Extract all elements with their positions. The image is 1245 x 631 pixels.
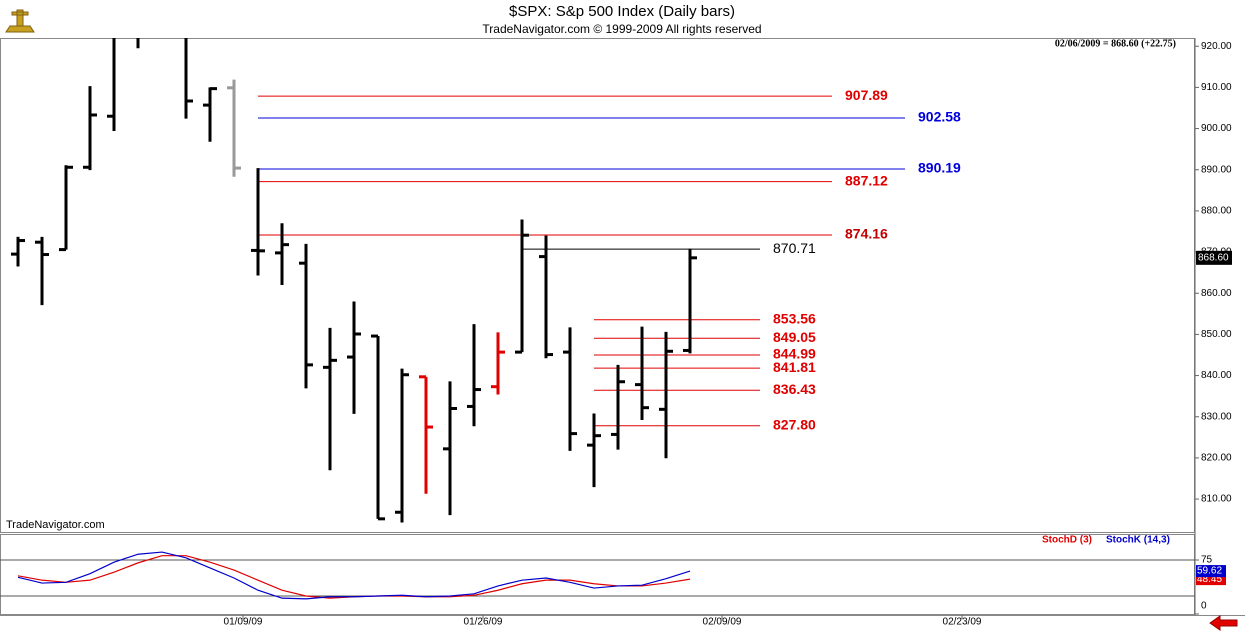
x-tick-label: 01/26/09 xyxy=(464,617,503,628)
y-tick-label: 830.00 xyxy=(1201,411,1232,422)
chart-title: $SPX: S&p 500 Index (Daily bars) xyxy=(509,3,735,20)
value-box-label: 59.62 xyxy=(1197,566,1222,577)
level-label: 874.16 xyxy=(845,226,888,242)
legend-entry: StochK (14,3) xyxy=(1106,535,1170,546)
y-tick-label: 850.00 xyxy=(1201,329,1232,340)
level-label: 841.81 xyxy=(773,359,816,375)
value-box xyxy=(1196,565,1226,578)
level-label: 887.12 xyxy=(845,172,888,188)
level-label: 827.80 xyxy=(773,416,816,432)
y-tick-label: 820.00 xyxy=(1201,453,1232,464)
arrow-icon[interactable] xyxy=(1209,615,1238,631)
y-tick-label: 920.00 xyxy=(1201,41,1232,52)
y-tick-label: 75 xyxy=(1201,555,1213,566)
price-box-label: 868.60 xyxy=(1198,252,1229,263)
value-box-label: 48.45 xyxy=(1197,574,1222,585)
level-label: 870.71 xyxy=(773,240,816,256)
scroll-arrow[interactable] xyxy=(1209,615,1238,631)
chart-subtitle: TradeNavigator.com © 1999-2009 All right… xyxy=(482,22,761,36)
price-plot xyxy=(11,38,905,523)
watermark: TradeNavigator.com xyxy=(6,519,105,531)
x-tick-label: 01/09/09 xyxy=(224,617,263,628)
level-label: 836.43 xyxy=(773,381,816,397)
y-tick-label: 900.00 xyxy=(1201,123,1232,134)
stoch-line xyxy=(17,551,691,600)
price-info: 02/06/2009 = 868.60 (+22.75) xyxy=(1055,38,1176,49)
x-tick-label: 02/09/09 xyxy=(703,617,742,628)
level-label: 849.05 xyxy=(773,329,816,345)
level-label: 907.89 xyxy=(845,87,888,103)
y-tick-label: 0 xyxy=(1201,601,1207,612)
legend-entry: StochD (3) xyxy=(1042,535,1092,546)
price-box xyxy=(1196,250,1232,265)
level-label: 844.99 xyxy=(773,346,816,362)
y-tick-label: 890.00 xyxy=(1201,164,1232,175)
y-tick-label: 880.00 xyxy=(1201,206,1232,217)
level-label: 853.56 xyxy=(773,310,816,326)
y-tick-label: 840.00 xyxy=(1201,370,1232,381)
y-tick-label: 810.00 xyxy=(1201,494,1232,505)
level-label: 902.58 xyxy=(918,109,961,125)
x-tick-label: 02/23/09 xyxy=(943,617,982,628)
logo xyxy=(5,9,35,33)
y-tick-label: 910.00 xyxy=(1201,82,1232,93)
level-label: 890.19 xyxy=(918,160,961,176)
y-tick-label: 860.00 xyxy=(1201,288,1232,299)
